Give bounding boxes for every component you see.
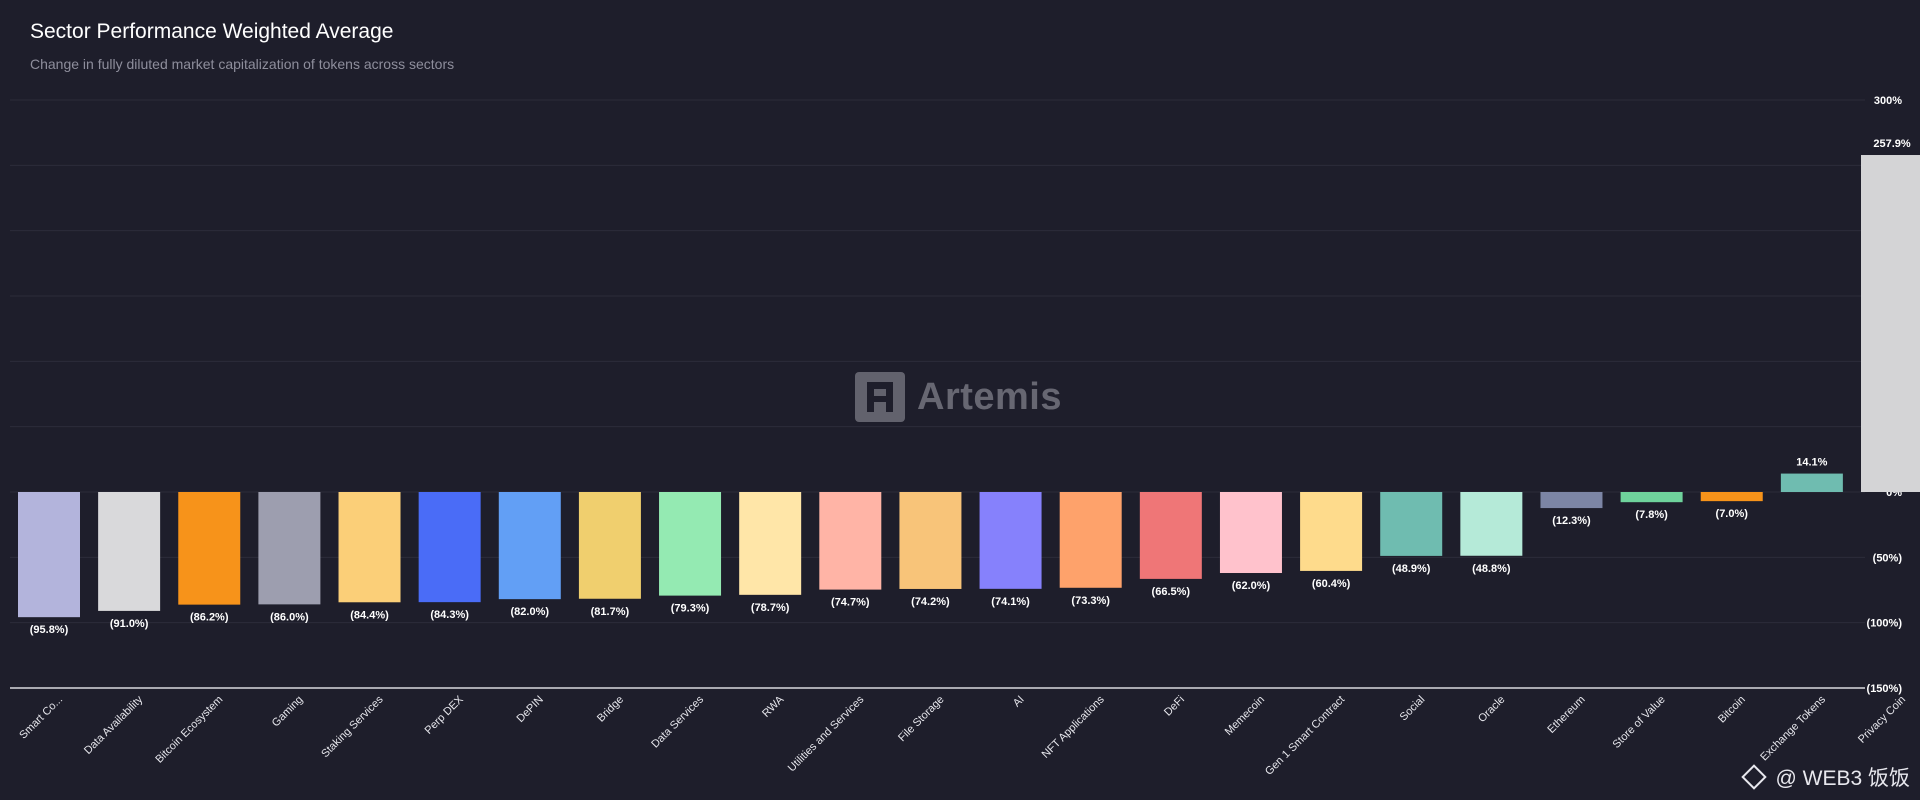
bar xyxy=(578,492,641,599)
bar xyxy=(1861,155,1920,492)
x-tick-label: NFT Applications xyxy=(1040,693,1107,760)
bar xyxy=(1620,492,1683,503)
data-label: (74.1%) xyxy=(991,596,1030,608)
x-tick-label: RWA xyxy=(760,693,787,720)
x-tick-label: Smart Co... xyxy=(17,694,65,742)
data-label: (60.4%) xyxy=(1312,578,1351,590)
data-label: (84.4%) xyxy=(350,609,389,621)
bar xyxy=(1700,492,1763,502)
y-tick-label: (50%) xyxy=(1873,552,1903,564)
bar xyxy=(178,492,241,605)
binance-diamond-icon xyxy=(1741,764,1768,790)
bar xyxy=(1380,492,1443,556)
data-label: (48.9%) xyxy=(1392,563,1431,575)
x-tick-label: Memecoin xyxy=(1223,694,1267,738)
data-label: (12.3%) xyxy=(1552,515,1591,527)
credit-text: @ WEB3 饭饭 xyxy=(1775,767,1910,790)
data-label: 14.1% xyxy=(1796,457,1827,469)
bar xyxy=(1059,492,1122,588)
data-label: (62.0%) xyxy=(1232,580,1271,592)
bar xyxy=(18,492,80,618)
data-label: (7.8%) xyxy=(1635,509,1668,521)
data-label: (86.0%) xyxy=(270,611,309,623)
x-tick-label: Bitcoin xyxy=(1716,694,1748,726)
data-label: (48.8%) xyxy=(1472,563,1511,575)
x-tick-label: AI xyxy=(1011,694,1027,710)
data-label: (95.8%) xyxy=(30,624,69,636)
x-tick-label: DePIN xyxy=(515,694,546,725)
bar xyxy=(418,492,481,603)
x-tick-label: Perp DEX xyxy=(423,693,467,737)
data-label: (66.5%) xyxy=(1152,586,1191,598)
x-tick-label: Gen 1 Smart Contract xyxy=(1263,694,1347,778)
bar xyxy=(1540,492,1603,509)
x-tick-label: File Storage xyxy=(896,694,946,744)
data-label: 257.9% xyxy=(1873,138,1911,150)
bar xyxy=(979,492,1042,589)
credit-watermark: @ WEB3 饭饭 xyxy=(1741,762,1910,792)
data-label: (81.7%) xyxy=(591,606,630,618)
data-label: (74.2%) xyxy=(911,596,950,608)
y-tick-label: (150%) xyxy=(1867,683,1903,695)
x-tick-label: Data Availability xyxy=(82,693,146,757)
watermark-text: Artemis xyxy=(917,375,1062,418)
data-label: (86.2%) xyxy=(190,612,229,624)
x-tick-label: Exchange Tokens xyxy=(1758,693,1828,763)
chart-title: Sector Performance Weighted Average xyxy=(30,20,394,43)
bar xyxy=(1300,492,1363,571)
bar xyxy=(659,492,722,596)
bar xyxy=(1780,473,1843,492)
bar xyxy=(338,492,401,603)
data-label: (91.0%) xyxy=(110,618,149,630)
data-label: (7.0%) xyxy=(1716,508,1749,520)
x-tick-label: Staking Services xyxy=(319,693,386,760)
x-tick-label: Store of Value xyxy=(1611,694,1668,751)
x-tick-label: Bitcoin Ecosystem xyxy=(153,694,225,766)
x-tick-label: Bridge xyxy=(595,694,626,725)
data-label: (74.7%) xyxy=(831,597,870,609)
y-tick-label: 300% xyxy=(1874,95,1902,107)
x-tick-label: Utilities and Services xyxy=(786,693,867,774)
artemis-logo-icon xyxy=(855,372,905,422)
bar xyxy=(1219,492,1282,574)
y-tick-label: (100%) xyxy=(1867,618,1903,630)
data-label: (84.3%) xyxy=(430,609,469,621)
x-tick-label: Gaming xyxy=(270,694,306,730)
data-label: (73.3%) xyxy=(1071,595,1110,607)
x-tick-label: Privacy Coin xyxy=(1856,694,1908,746)
x-tick-label: Data Services xyxy=(649,693,706,750)
data-label: (79.3%) xyxy=(671,603,710,615)
bar xyxy=(1139,492,1202,579)
data-label: (78.7%) xyxy=(751,602,790,614)
bar xyxy=(1460,492,1523,556)
x-tick-label: Oracle xyxy=(1476,694,1507,725)
data-label: (82.0%) xyxy=(511,606,550,618)
artemis-watermark: Artemis xyxy=(855,372,1062,422)
chart-subtitle: Change in fully diluted market capitaliz… xyxy=(30,56,455,72)
bar xyxy=(498,492,561,600)
bar xyxy=(258,492,321,605)
bar xyxy=(899,492,962,589)
bar xyxy=(739,492,802,595)
bar xyxy=(98,492,161,611)
x-tick-label: DeFi xyxy=(1162,694,1187,719)
x-tick-label: Social xyxy=(1398,694,1428,724)
bar xyxy=(819,492,882,590)
x-tick-label: Ethereum xyxy=(1545,694,1587,736)
